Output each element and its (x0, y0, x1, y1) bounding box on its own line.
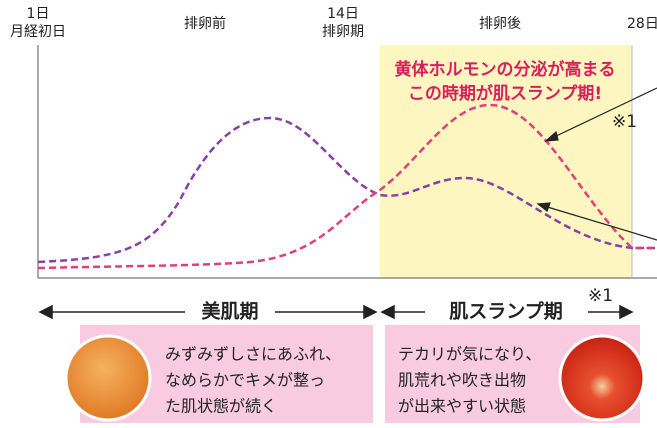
curve-pink (37, 103, 657, 270)
period-note: ※1 (588, 286, 613, 306)
box-text: た肌状態が続く (165, 397, 277, 416)
skin-good (64, 334, 152, 422)
slump-zone (380, 45, 632, 278)
start-day: 1日 (27, 6, 50, 22)
mid-day: 14日 (327, 6, 359, 22)
period-good: 美肌期 (201, 300, 258, 323)
period-arrows (38, 304, 634, 320)
box-text: が出来やすい状態 (398, 397, 526, 416)
phase-before: 排卵前 (184, 15, 226, 32)
box-text: みずみずしさにあふれ、 (165, 345, 341, 364)
start-label: 月経初日 (10, 23, 66, 40)
highlight-line: 黄体ホルモンの分泌が高まる (395, 59, 616, 80)
box-text: なめらかでキメが整っ (165, 371, 325, 390)
skin-slump (558, 334, 646, 422)
pointers (536, 87, 657, 241)
mid-label: 排卵期 (322, 24, 364, 40)
curve-purple (37, 116, 657, 264)
end-day: 28日 (627, 16, 657, 32)
period-slump: 肌スランプ期 (449, 300, 562, 323)
box-text: テカリが気になり、 (398, 345, 541, 364)
box-text: 肌荒れや吹き出物 (398, 371, 526, 390)
highlight-line: この時期が肌スランプ期! (408, 83, 602, 104)
note: ※1 (612, 112, 637, 132)
phase-after: 排卵後 (479, 16, 521, 32)
